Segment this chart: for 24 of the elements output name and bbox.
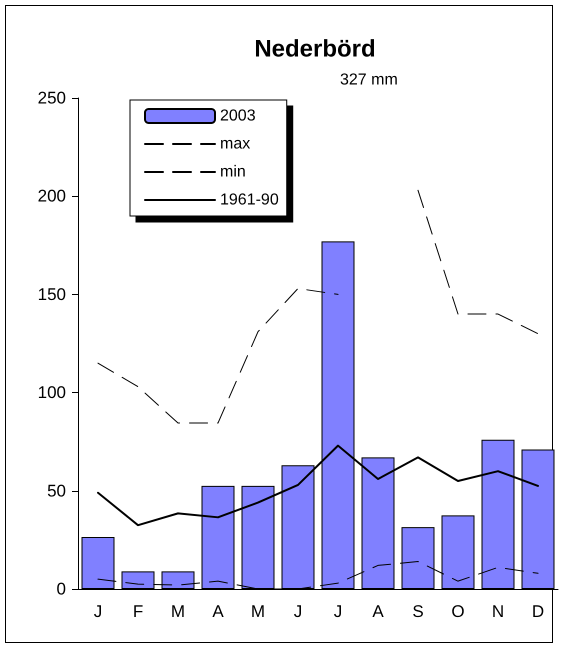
legend-label: 1961-90 <box>220 192 279 208</box>
chart-title: Nederbörd <box>254 36 376 62</box>
x-tick-label: M <box>250 602 266 621</box>
y-tick-label: 100 <box>38 383 66 402</box>
legend-label: 2003 <box>220 108 256 124</box>
y-tick-label: 200 <box>38 186 66 206</box>
x-tick-label: J <box>94 602 102 621</box>
y-tick-label: 150 <box>38 284 66 304</box>
x-tick-label: M <box>170 602 186 621</box>
y-tick-label: 250 <box>38 88 66 108</box>
legend-label: max <box>220 136 250 152</box>
x-tick-label: S <box>412 602 424 621</box>
x-tick-label: J <box>294 602 302 621</box>
y-tick-label: 50 <box>47 481 66 500</box>
x-tick-label: A <box>212 602 224 621</box>
legend-label: min <box>220 164 246 180</box>
x-tick-label: D <box>532 602 544 621</box>
x-tick-label: O <box>451 602 465 621</box>
x-tick-label: A <box>372 602 384 621</box>
y-tick-label: 0 <box>56 580 66 598</box>
x-tick-label: N <box>492 602 504 621</box>
text: 327 mm <box>340 72 398 88</box>
x-tick-label: J <box>334 602 342 621</box>
x-tick-label: F <box>132 602 144 621</box>
